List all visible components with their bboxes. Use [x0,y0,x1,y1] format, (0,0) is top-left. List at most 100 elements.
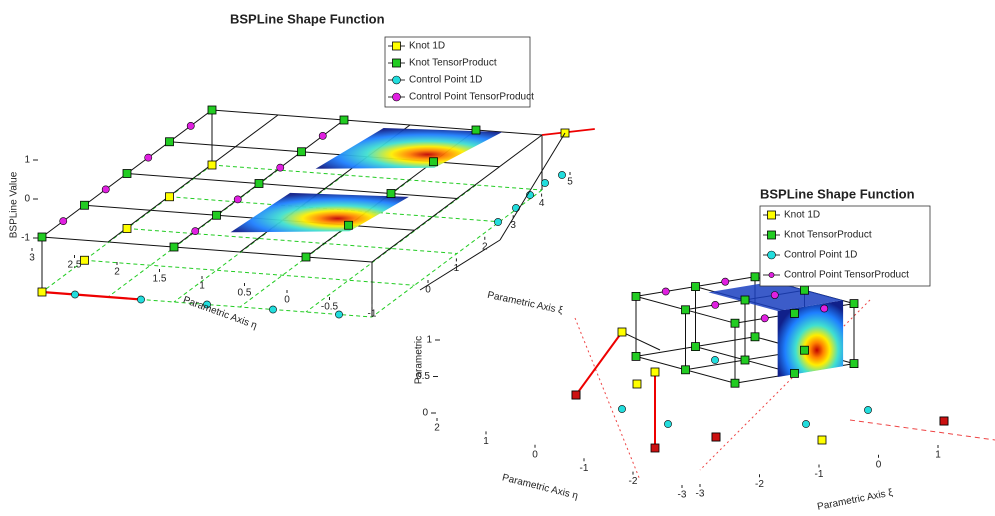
point-marker [711,356,718,363]
plot-line [212,110,542,135]
y-tick-label: 1 [483,436,489,447]
point-marker [102,186,109,193]
point-marker [137,296,144,303]
point-marker [472,126,480,134]
point-marker [618,405,625,412]
z-tick-label: 0 [422,408,428,419]
legend-marker [768,211,776,219]
point-marker [682,306,690,314]
plot-geometry [38,106,995,480]
plot-line [622,332,660,350]
point-marker [618,328,626,336]
point-marker [572,391,580,399]
point-marker [850,360,858,368]
point-marker [512,204,519,211]
point-marker [558,171,565,178]
point-marker [682,366,690,374]
plot-line [575,318,640,480]
y-tick-label: 1 [199,281,205,292]
point-marker [269,306,276,313]
x-axis-label: Parametric Axis ξ [486,290,564,317]
plot-line [42,292,141,300]
x-tick-label: 5 [567,177,573,188]
legend-label: Knot 1D [784,210,820,221]
x-tick-label: -3 [696,489,705,500]
legend-label: Control Point TensorProduct [409,92,534,103]
point-marker [208,106,216,114]
point-marker [319,132,326,139]
point-marker [731,379,739,387]
legend-label: Knot 1D [409,41,445,52]
y-tick-label: -1 [368,309,377,320]
point-marker [187,122,194,129]
figure: BSPLine Shape Function012345-1-0.500.511… [0,0,995,516]
legend-marker [393,42,401,50]
y-tick-label: 2.5 [68,260,82,271]
plot-line [42,237,372,262]
point-marker [38,233,46,241]
point-marker [632,292,640,300]
legend-marker [393,59,401,67]
y-axis-label: Parametric Axis η [501,472,579,501]
point-marker [802,420,809,427]
x-tick-label: 4 [539,198,545,209]
x-tick-label: -2 [755,479,764,490]
point-marker [722,278,729,285]
x-tick-label: 3 [510,220,516,231]
solid-face [778,300,843,377]
point-marker [632,352,640,360]
x-tick-label: 0 [425,285,431,296]
point-marker [430,158,438,166]
point-marker [821,305,828,312]
z-tick-label: 0 [24,194,30,205]
point-marker [712,433,720,441]
y-tick-label: 2 [114,267,120,278]
point-marker [494,218,501,225]
point-marker [712,301,719,308]
point-marker [692,343,700,351]
point-marker [38,288,46,296]
point-marker [651,368,659,376]
legend-label: Control Point 1D [409,75,482,86]
point-marker [541,179,548,186]
y-tick-label: 0 [532,449,538,460]
point-marker [761,315,768,322]
point-marker [864,406,871,413]
point-marker [81,256,89,264]
x-tick-label: 0 [876,459,882,470]
z-tick-label: 1 [24,155,30,166]
z-axis-label: Parametric [414,336,425,384]
point-marker [940,417,948,425]
point-marker [166,138,174,146]
point-marker [818,436,826,444]
point-marker [145,154,152,161]
x-axis-label: Parametric Axis ξ [816,487,894,513]
y-tick-label: 3 [29,253,35,264]
y-axis-label: Parametric Axis η [182,295,259,332]
chart-title: BSPLine Shape Function [230,11,385,26]
y-tick-label: 0.5 [238,288,252,299]
point-marker [771,292,778,299]
point-marker [751,273,759,281]
point-marker [741,356,749,364]
legend-label: Knot TensorProduct [409,58,497,69]
point-marker [81,201,89,209]
z-tick-label: 1 [426,335,432,346]
point-marker [208,161,216,169]
y-tick-label: -2 [629,476,638,487]
legend-marker [768,251,776,259]
point-marker [751,333,759,341]
point-marker [71,291,78,298]
point-marker [255,180,263,188]
legend-marker [393,93,401,101]
legend-marker [393,76,401,84]
x-tick-label: -1 [815,469,824,480]
z-axis-label: BSPLine Value [9,171,20,238]
x-tick-label: 1 [454,263,460,274]
point-marker [277,164,284,171]
point-marker [302,253,310,261]
y-tick-label: 0 [284,295,290,306]
z-tick-label: -1 [21,233,30,244]
y-tick-label: -1 [580,463,589,474]
x-tick-label: 2 [482,241,488,252]
